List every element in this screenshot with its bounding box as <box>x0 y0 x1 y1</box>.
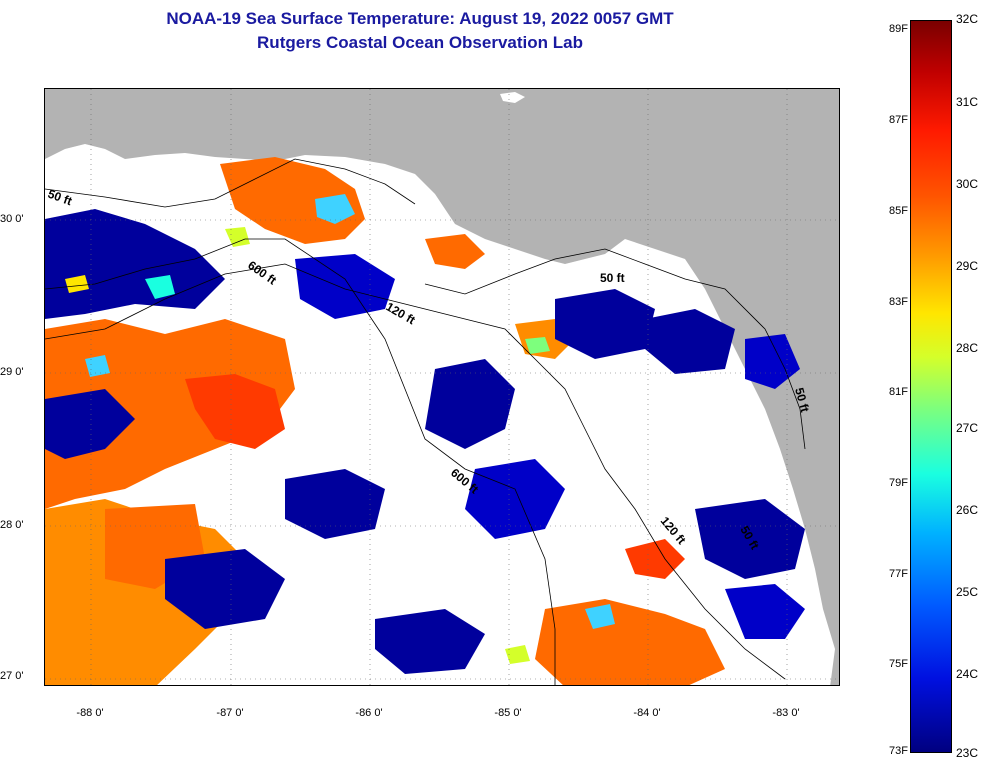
lon-label: -88 0' <box>76 707 104 719</box>
map-title: NOAA-19 Sea Surface Temperature: August … <box>166 9 674 28</box>
celsius-tick: 31C <box>956 95 979 109</box>
isobath-lines <box>45 158 806 685</box>
lat-label: 27 0' <box>0 670 24 682</box>
celsius-tick: 24C <box>956 667 979 681</box>
fahrenheit-tick: 79F <box>889 477 908 489</box>
celsius-tick: 27C <box>956 421 979 435</box>
fahrenheit-tick: 89F <box>889 23 908 35</box>
fahrenheit-tick: 85F <box>889 205 908 217</box>
celsius-tick: 32C <box>956 12 979 26</box>
lat-label: 28 0' <box>0 519 24 531</box>
isobath-label: 50 ft <box>46 187 74 209</box>
lon-label: -83 0' <box>772 707 800 719</box>
celsius-tick: 25C <box>956 585 979 599</box>
celsius-tick: 30C <box>956 177 979 191</box>
lon-label: -85 0' <box>494 707 522 719</box>
fahrenheit-tick: 73F <box>889 745 908 757</box>
fahrenheit-tick: 83F <box>889 296 908 308</box>
fahrenheit-tick: 81F <box>889 386 908 398</box>
mid-temperature-patches <box>65 194 615 664</box>
fahrenheit-tick: 87F <box>889 114 908 126</box>
celsius-tick: 29C <box>956 259 979 273</box>
isobath-label: 50 ft <box>600 271 625 285</box>
lon-label: -84 0' <box>633 707 661 719</box>
fahrenheit-tick: 77F <box>889 568 908 580</box>
fahrenheit-tick: 75F <box>889 658 908 670</box>
map-subtitle: Rutgers Coastal Ocean Observation Lab <box>257 33 583 52</box>
lon-label: -86 0' <box>355 707 383 719</box>
cold-water-patches <box>45 209 805 674</box>
isobath-label: 120 ft <box>384 299 418 327</box>
lat-label: 29 0' <box>0 366 24 378</box>
celsius-tick: 23C <box>956 746 979 760</box>
land-mass <box>45 89 839 685</box>
celsius-tick: 26C <box>956 503 979 517</box>
lon-label: -87 0' <box>216 707 244 719</box>
sst-map: 50 ft 600 ft 120 ft 50 ft 600 ft 120 ft … <box>44 88 840 686</box>
celsius-tick: 28C <box>956 341 979 355</box>
isobath-label: 50 ft <box>792 386 812 413</box>
temperature-colorbar <box>910 20 952 753</box>
isobath-label: 600 ft <box>245 258 279 287</box>
lat-label: 30 0' <box>0 213 24 225</box>
